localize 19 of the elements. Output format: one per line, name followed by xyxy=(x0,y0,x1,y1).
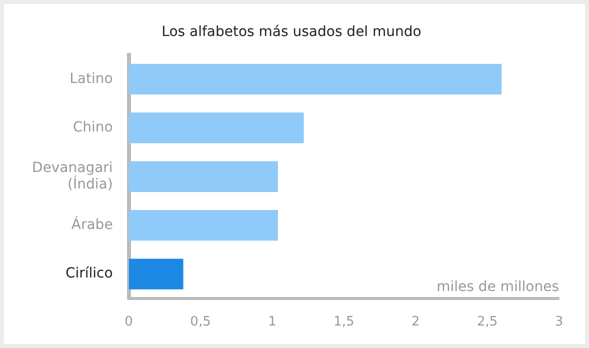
x-tick-label: 3 xyxy=(554,314,564,330)
y-tick-label: Devanagari (Índia) xyxy=(32,160,113,193)
x-tick-label: 1,5 xyxy=(334,314,354,330)
y-tick-label: Cirílico xyxy=(65,266,113,282)
x-tick-label: 2 xyxy=(411,314,420,330)
bar xyxy=(128,161,278,192)
x-tick-label: 1 xyxy=(268,314,276,330)
bar xyxy=(128,64,502,95)
y-tick-label: Árabe xyxy=(71,216,113,233)
bar xyxy=(128,258,184,290)
x-tick-label: 0 xyxy=(124,314,133,330)
bar xyxy=(128,112,304,144)
y-tick-label: Chino xyxy=(72,120,113,136)
x-axis-title: miles de millones xyxy=(436,279,559,296)
x-tick-label: 2,5 xyxy=(476,314,498,330)
y-tick-label: Latino xyxy=(70,70,113,87)
x-tick-label: 0,5 xyxy=(190,314,211,330)
bar xyxy=(128,210,278,241)
chart-title: Los alfabetos más usados del mundo xyxy=(162,24,422,40)
